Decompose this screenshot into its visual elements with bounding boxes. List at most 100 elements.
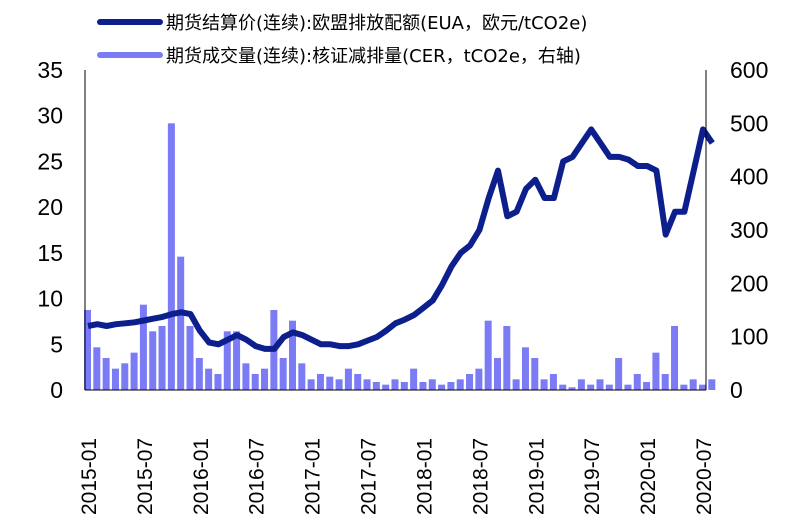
cer-volume-bar	[111, 368, 119, 390]
cer-volume-bar	[177, 256, 185, 390]
cer-volume-bar	[456, 379, 464, 390]
cer-volume-bar	[633, 374, 641, 390]
cer-volume-bar	[158, 326, 166, 390]
legend-label-cer: 期货成交量(连续):核证减排量(CER，tCO2e，右轴)	[166, 46, 581, 67]
cer-volume-bar	[661, 374, 669, 390]
cer-volume-bar	[84, 310, 91, 390]
x-tick-label: 2016-01	[190, 438, 213, 515]
cer-volume-bar	[139, 304, 147, 390]
x-tick-label: 2015-01	[78, 438, 101, 515]
y-right-tick-label: 500	[730, 110, 768, 136]
x-tick-label: 2016-07	[246, 438, 269, 515]
x-tick-label: 2018-07	[469, 438, 492, 515]
cer-volume-bar	[521, 347, 529, 390]
cer-volume-bar	[419, 382, 427, 390]
y-right-tick-label: 200	[730, 270, 768, 296]
cer-volume-bar	[466, 374, 474, 390]
x-tick-label: 2020-07	[693, 438, 716, 515]
cer-volume-bar	[307, 379, 315, 390]
x-tick-label: 2017-01	[302, 438, 325, 515]
cer-volume-bar	[577, 379, 585, 390]
cer-volume-bar	[102, 358, 110, 390]
legend-label-eua: 期货结算价(连续):欧盟排放配额(EUA，欧元/tCO2e)	[166, 13, 587, 34]
y-left-tick-label: 0	[50, 377, 63, 403]
cer-volume-bar	[93, 347, 101, 390]
cer-volume-bar	[559, 384, 567, 390]
y-right-tick-label: 300	[730, 217, 768, 243]
cer-volume-bar	[205, 368, 213, 390]
cer-volume-bar	[261, 368, 269, 390]
cer-volume-bar	[195, 358, 203, 390]
x-tick-label: 2017-07	[358, 438, 381, 515]
cer-volume-bar	[438, 384, 446, 390]
y-left-tick-label: 25	[37, 148, 63, 174]
cer-volume-bar	[699, 384, 706, 390]
cer-volume-bar	[130, 352, 138, 390]
cer-volume-bar	[242, 363, 250, 390]
cer-volume-bar	[494, 358, 501, 390]
cer-volume-bar	[298, 363, 306, 390]
x-tick-label: 2015-07	[134, 438, 157, 515]
x-tick-label: 2019-01	[525, 438, 548, 515]
x-tick-label: 2020-01	[637, 438, 660, 515]
cer-volume-bar	[149, 331, 157, 390]
cer-volume-bar	[223, 331, 231, 390]
cer-volume-bar	[447, 382, 455, 390]
y-right-tick-label: 0	[730, 377, 743, 403]
cer-volume-bar	[167, 123, 175, 390]
cer-volume-bar	[512, 379, 520, 390]
cer-volume-bar	[382, 384, 390, 390]
cer-volume-bar	[410, 368, 418, 390]
cer-volume-bar	[531, 358, 539, 390]
cer-volume-bar	[233, 331, 241, 390]
cer-volume-bar	[428, 379, 436, 390]
cer-volume-bar	[214, 374, 222, 390]
y-right-tick-label: 600	[730, 57, 768, 83]
cer-volume-bar	[316, 374, 324, 390]
cer-volume-bar	[652, 352, 660, 390]
cer-volume-bar	[587, 384, 595, 390]
cer-volume-bar	[400, 382, 408, 390]
cer-volume-bar	[605, 384, 613, 390]
cer-volume-bar	[279, 358, 287, 390]
cer-volume-bar	[363, 379, 371, 390]
cer-volume-bar	[708, 379, 716, 390]
cer-volume-bar	[680, 384, 688, 390]
y-left-tick-label: 30	[37, 103, 63, 129]
cer-volume-bar	[484, 320, 492, 390]
cer-volume-bar	[671, 326, 679, 390]
x-tick-label: 2018-01	[413, 438, 436, 515]
cer-volume-bar	[624, 384, 632, 390]
y-left-tick-label: 35	[37, 57, 63, 83]
cer-volume-bar	[344, 368, 352, 390]
cer-volume-bar	[475, 368, 483, 390]
y-right-tick-label: 400	[730, 164, 768, 190]
cer-volume-bar	[335, 379, 343, 390]
cer-volume-bar	[503, 326, 511, 390]
y-left-tick-label: 15	[37, 240, 63, 266]
cer-volume-bar	[289, 320, 296, 390]
cer-volume-bar	[121, 363, 129, 390]
y-left-tick-label: 5	[50, 331, 63, 357]
cer-volume-bar	[615, 358, 623, 390]
cer-volume-bar	[186, 326, 194, 390]
cer-volume-bar	[251, 374, 259, 390]
cer-volume-bar	[354, 374, 362, 390]
x-tick-label: 2019-07	[581, 438, 604, 515]
cer-volume-bar	[326, 376, 334, 390]
y-left-tick-label: 10	[37, 286, 63, 312]
cer-volume-bar	[643, 382, 651, 390]
cer-volume-bar	[372, 382, 380, 390]
cer-volume-bar	[540, 379, 548, 390]
cer-volume-bar	[568, 387, 576, 390]
legend: 期货结算价(连续):欧盟排放配额(EUA，欧元/tCO2e) 期货成交量(连续)…	[97, 13, 587, 67]
cer-volume-bar	[689, 379, 697, 390]
cer-volume-bar	[549, 374, 557, 390]
cer-volume-bar	[596, 379, 604, 390]
y-right-tick-label: 100	[730, 324, 768, 350]
cer-volume-bar	[391, 379, 399, 390]
y-left-tick-label: 20	[37, 194, 63, 220]
eua-price-line	[87, 126, 715, 352]
